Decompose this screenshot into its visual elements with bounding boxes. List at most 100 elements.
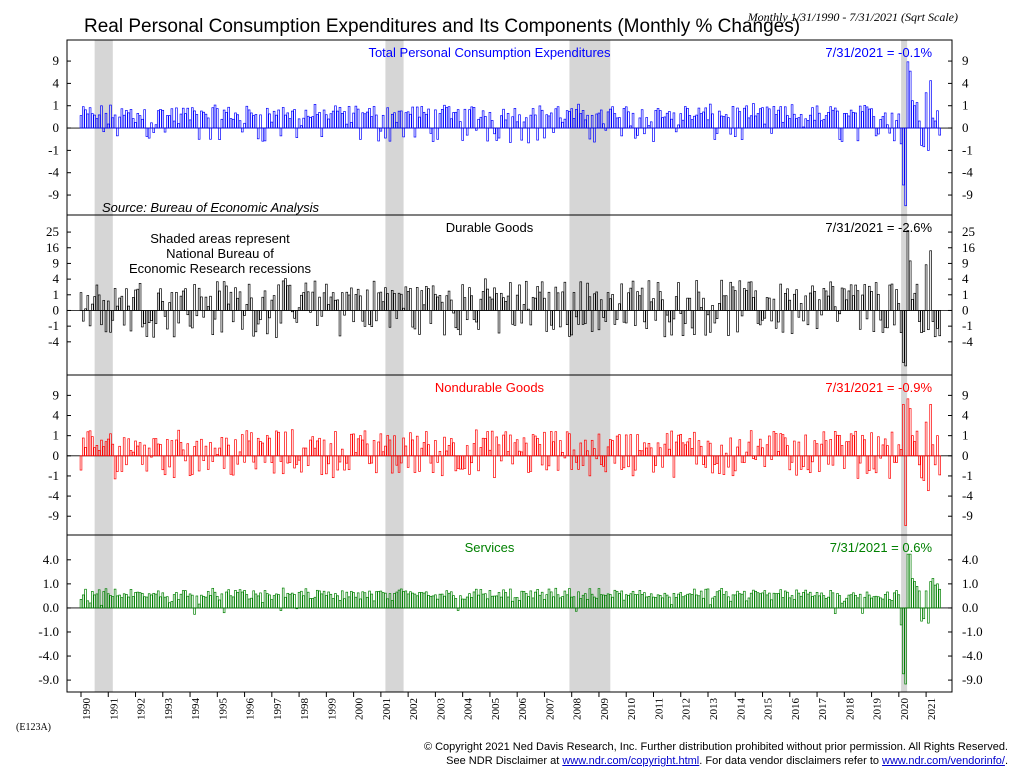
data-bar (291, 429, 294, 457)
data-bar (263, 590, 267, 609)
data-bar (486, 288, 489, 311)
data-bar (552, 596, 555, 609)
data-bar (352, 433, 355, 457)
data-bar (754, 590, 757, 609)
data-bar (129, 589, 133, 609)
data-bar (747, 441, 751, 457)
data-bar (322, 590, 326, 609)
data-bar (304, 109, 308, 129)
data-bar (902, 404, 905, 457)
data-bar (454, 455, 458, 472)
data-bar (763, 310, 767, 319)
data-bar (615, 310, 619, 320)
data-bar (897, 594, 901, 609)
data-bar (697, 595, 701, 609)
data-bar (824, 115, 828, 129)
data-bar (729, 281, 732, 311)
data-bar (502, 434, 505, 457)
data-bar (279, 127, 283, 137)
data-bar (222, 455, 226, 469)
data-bar (225, 285, 228, 311)
data-bar (270, 121, 274, 129)
data-bar (718, 110, 721, 129)
data-bar (815, 592, 819, 609)
data-bar (109, 104, 112, 129)
data-bar (295, 455, 299, 465)
data-bar (568, 310, 571, 337)
data-bar (529, 114, 533, 129)
vendor-info-link[interactable]: www.ndr.com/vendorinfo/ (882, 755, 1005, 767)
data-bar (774, 433, 778, 457)
data-bar (731, 594, 735, 609)
data-bar (824, 290, 828, 311)
data-bar (443, 436, 446, 457)
data-bar (743, 107, 746, 129)
data-bar (577, 591, 580, 609)
data-bar (899, 607, 903, 626)
data-bar (890, 600, 894, 609)
data-bar (472, 591, 476, 609)
data-bar (150, 594, 153, 609)
data-bar (534, 435, 537, 457)
data-bar (649, 593, 653, 609)
data-bar (877, 436, 880, 457)
data-bar (236, 297, 240, 311)
data-bar (163, 127, 167, 133)
data-bar (740, 127, 744, 140)
data-bar (425, 431, 428, 457)
data-bar (761, 310, 764, 321)
data-bar (211, 107, 215, 129)
data-bar (275, 430, 278, 457)
data-bar (588, 296, 592, 311)
data-bar (922, 127, 926, 148)
data-bar (556, 594, 560, 609)
data-bar (711, 305, 714, 311)
data-bar (372, 600, 376, 609)
data-bar (227, 589, 230, 609)
data-bar (550, 591, 553, 609)
data-bar (470, 597, 473, 609)
data-bar (191, 107, 194, 129)
data-bar (504, 119, 508, 129)
data-bar (206, 117, 210, 129)
data-bar (822, 288, 826, 311)
copyright-link[interactable]: www.ndr.com/copyright.html (562, 755, 700, 767)
data-bar (745, 290, 748, 311)
data-bar (674, 127, 678, 133)
data-bar (886, 445, 889, 457)
data-bar (774, 310, 778, 329)
data-bar (306, 291, 310, 311)
data-bar (388, 593, 392, 609)
data-bar (927, 310, 930, 331)
data-bar (647, 125, 651, 129)
data-bar (365, 443, 369, 457)
data-bar (252, 590, 255, 609)
data-bar (827, 596, 830, 609)
data-bar (611, 106, 614, 129)
data-bar (141, 593, 144, 609)
data-bar (534, 297, 537, 311)
data-bar (420, 106, 424, 129)
data-bar (615, 591, 619, 609)
data-bar (393, 593, 396, 609)
data-bar (722, 455, 726, 475)
data-bar (320, 593, 324, 609)
data-bar (327, 455, 330, 465)
data-bar (743, 288, 746, 311)
data-bar (931, 117, 935, 129)
x-tick-label: 2014 (735, 698, 747, 721)
data-bar (470, 455, 473, 464)
data-bar (388, 439, 392, 457)
y-tick-label-left: 4 (53, 408, 60, 423)
data-bar (720, 279, 723, 311)
data-bar (711, 455, 714, 474)
data-bar (245, 594, 249, 609)
data-bar (465, 596, 469, 609)
data-bar (354, 105, 358, 129)
data-bar (302, 117, 305, 129)
data-bar (427, 444, 430, 457)
data-bar (761, 592, 764, 609)
data-bar (818, 455, 821, 472)
data-bar (659, 447, 662, 457)
data-bar (218, 599, 221, 609)
